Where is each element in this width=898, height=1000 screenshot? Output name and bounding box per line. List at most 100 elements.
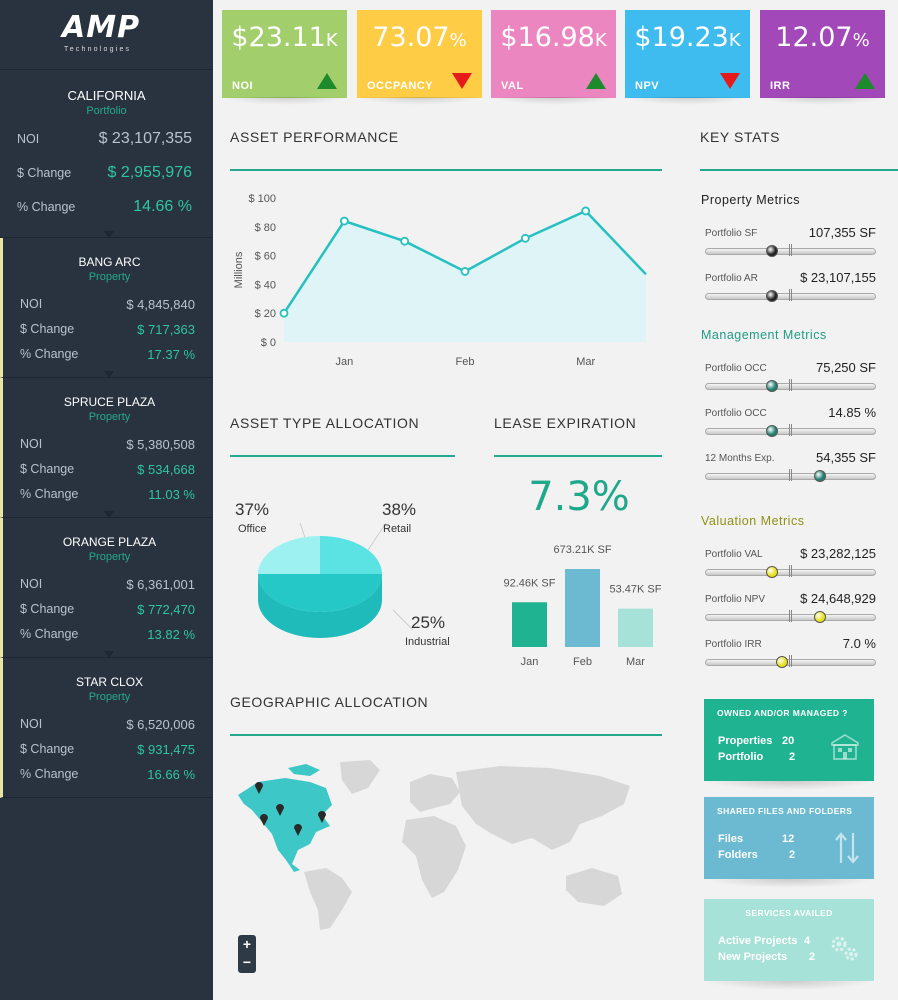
slider-knob[interactable] — [765, 425, 778, 437]
slider-tick — [790, 469, 792, 481]
map-pin-icon[interactable] — [276, 804, 284, 816]
map-zoom-controls: + − — [238, 935, 256, 973]
slider-knob[interactable] — [813, 470, 826, 482]
lease-bar-feb[interactable] — [565, 569, 600, 647]
kpi-label: VAL — [501, 80, 524, 92]
property-block[interactable]: BANG ARC Property NOI $ 4,845,840 $ Change $ … — [0, 231, 213, 378]
info-box[interactable]: SHARED FILES AND FOLDERS Files 12 Folders 2 — [704, 797, 874, 879]
data-point[interactable] — [460, 267, 470, 276]
data-point[interactable] — [581, 206, 591, 216]
trend-up-icon — [317, 73, 337, 89]
metric-label: % Change — [20, 347, 79, 361]
slider-label: 12 Months Exp. — [705, 453, 775, 464]
property-pct-row: % Change 17.37 % — [20, 347, 195, 362]
info-row-value: 12 — [782, 833, 795, 845]
pie-slice-office[interactable] — [258, 536, 320, 574]
metric-value: $ 5,380,508 — [126, 437, 195, 452]
lease-bar-jan[interactable] — [512, 602, 547, 647]
metric-value: $ 6,520,006 — [126, 717, 195, 732]
geographic-allocation-title: GEOGRAPHIC ALLOCATION — [230, 694, 429, 710]
property-type: Property — [88, 551, 131, 563]
company-logo[interactable]: AMP Technologies — [0, 0, 213, 70]
slider-label: Portfolio OCC — [705, 363, 767, 374]
kpi-tile-val[interactable]: $16.98K VAL — [491, 10, 616, 98]
slider-label: Portfolio NPV — [705, 594, 766, 605]
portfolio-summary[interactable]: CALIFORNIA Portfolio NOI $ 23,107,355 $ … — [0, 70, 213, 238]
pie-label-office: Office — [238, 523, 267, 535]
trend-down-icon — [720, 73, 740, 89]
kpi-suffix: % — [852, 30, 870, 51]
metric-label: % Change — [20, 487, 79, 501]
map-pin-icon[interactable] — [260, 814, 268, 826]
map-region-north-america[interactable] — [238, 764, 332, 872]
metric-value: $ 23,107,355 — [98, 130, 192, 147]
slider-knob[interactable] — [765, 380, 778, 392]
slider-tick — [790, 565, 792, 577]
slider-tick — [788, 424, 790, 436]
data-point[interactable] — [520, 233, 530, 243]
info-box-row: New Projects 2 — [718, 951, 815, 963]
data-point[interactable] — [279, 308, 289, 318]
lease-bar-mar[interactable] — [618, 608, 653, 647]
metric-label: $ Change — [20, 602, 75, 616]
kpi-tile-noi[interactable]: $23.11K NOI — [222, 10, 347, 98]
slider-value: 107,355 SF — [808, 225, 876, 240]
kpi-suffix: K — [325, 30, 338, 51]
slider-tick — [790, 424, 792, 436]
map-pin-icon[interactable] — [255, 782, 263, 794]
portfolio-name: CALIFORNIA — [67, 88, 146, 103]
slider-tick — [788, 655, 790, 667]
pie-slice-industrial[interactable] — [258, 574, 382, 612]
slider-knob[interactable] — [765, 566, 778, 578]
portfolio-type: Portfolio — [86, 105, 127, 117]
slider-knob[interactable] — [813, 611, 826, 623]
pie-label-industrial: Industrial — [405, 636, 450, 648]
property-noi-row: NOI $ 6,520,006 — [20, 717, 195, 732]
info-row-label: Active Projects — [718, 935, 798, 947]
property-block[interactable]: STAR CLOX Property NOI $ 6,520,006 $ Change $… — [0, 651, 213, 798]
metric-value: $ 931,475 — [137, 742, 195, 757]
info-row-label: Files — [718, 833, 744, 845]
metric-value: 17.37 % — [147, 347, 195, 362]
info-box-row: Portfolio 2 — [718, 751, 795, 763]
property-noi-row: NOI $ 5,380,508 — [20, 437, 195, 452]
property-name: SPRUCE PLAZA — [63, 395, 156, 409]
tile-shadow — [357, 97, 482, 105]
world-map[interactable] — [230, 760, 670, 930]
metric-value: 16.66 % — [147, 767, 195, 782]
metric-label: $ Change — [20, 462, 75, 476]
data-point[interactable] — [339, 216, 349, 226]
map-pin-icon[interactable] — [294, 824, 302, 836]
info-box[interactable]: OWNED AND/OR MANAGED ? Properties 20 Portfo… — [704, 699, 874, 781]
slider-knob[interactable] — [775, 656, 788, 668]
info-row-value: 20 — [782, 735, 795, 747]
sidebar: AMP Technologies CALIFORNIA Portfolio NO… — [0, 0, 213, 1000]
kpi-number: 73.07 — [372, 22, 450, 53]
kpi-tile-npv[interactable]: $19.23K NPV — [625, 10, 750, 98]
info-row-value: 2 — [789, 751, 796, 763]
metric-value: $ 4,845,840 — [126, 297, 195, 312]
tile-shadow — [760, 97, 885, 105]
property-block[interactable]: ORANGE PLAZA Property NOI $ 6,361,001 $ Chan… — [0, 511, 213, 658]
y-tick-label: $ 20 — [255, 308, 276, 320]
pie-slice-retail[interactable] — [320, 536, 382, 574]
area-fill — [284, 210, 646, 342]
data-point[interactable] — [400, 236, 410, 246]
kpi-tile-irr[interactable]: 12.07% IRR — [760, 10, 885, 98]
map-pin-icon[interactable] — [318, 811, 326, 823]
kpi-value: 73.07% — [357, 22, 482, 53]
logo-text: AMP — [62, 10, 141, 45]
portfolio-noi-row: NOI $ 23,107,355 — [17, 130, 192, 147]
slider-knob[interactable] — [765, 245, 778, 257]
zoom-out-button[interactable]: − — [242, 954, 252, 970]
info-box[interactable]: SERVICES AVAILED Active Projects 4 New Proj… — [704, 899, 874, 981]
slider-knob[interactable] — [765, 290, 778, 302]
info-row-label: Portfolio — [718, 751, 764, 763]
zoom-in-button[interactable]: + — [242, 936, 252, 952]
property-block[interactable]: SPRUCE PLAZA Property NOI $ 5,380,508 $ Chan… — [0, 371, 213, 518]
kpi-tile-occpancy[interactable]: 73.07% OCCPANCY — [357, 10, 482, 98]
kpi-value: $23.11K — [222, 22, 347, 53]
x-tick-label: Jan — [521, 656, 539, 668]
map-region-australia — [566, 868, 622, 906]
pointer-arrow — [104, 231, 114, 238]
